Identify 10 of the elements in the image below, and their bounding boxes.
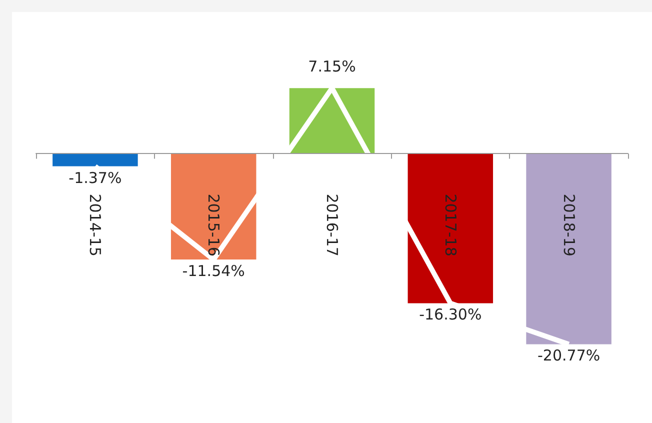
data-label: -1.37% [68,168,122,187]
data-label: 7.15% [308,58,356,76]
x-tick-label: 2017-18 [441,194,460,256]
x-tick-label: 2016-17 [323,194,341,256]
x-tick-label: 2015-16 [204,194,223,256]
data-label: -16.30% [419,306,482,324]
x-tick-label: 2018-19 [560,194,578,256]
data-label: -20.77% [537,346,600,365]
data-label: -11.54% [182,262,245,280]
x-tick-label: 2014-15 [86,194,104,256]
